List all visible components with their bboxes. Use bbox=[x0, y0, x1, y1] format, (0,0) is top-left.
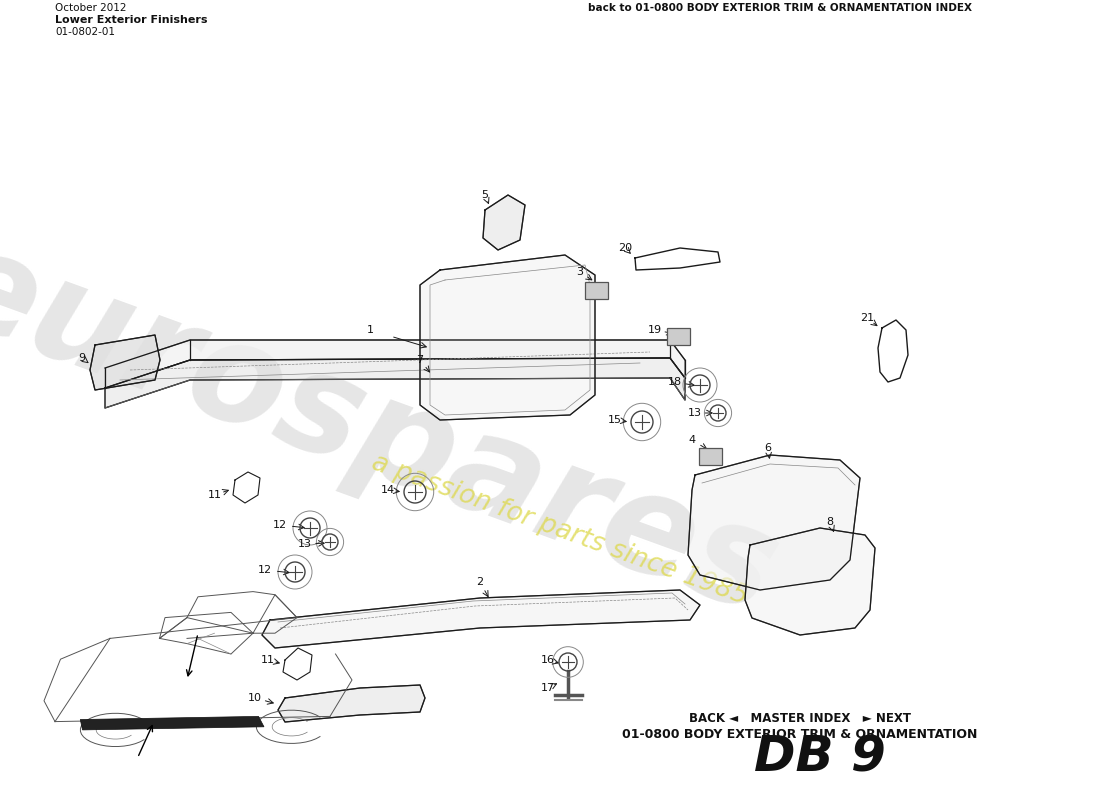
Text: 11: 11 bbox=[261, 655, 275, 665]
Text: 12: 12 bbox=[257, 565, 272, 575]
Text: DB 9: DB 9 bbox=[755, 734, 886, 782]
Polygon shape bbox=[278, 685, 425, 722]
Text: 9: 9 bbox=[78, 353, 86, 363]
Text: 4: 4 bbox=[689, 435, 695, 445]
FancyBboxPatch shape bbox=[698, 447, 722, 465]
Text: back to 01-0800 BODY EXTERIOR TRIM & ORNAMENTATION INDEX: back to 01-0800 BODY EXTERIOR TRIM & ORN… bbox=[588, 3, 972, 13]
Polygon shape bbox=[80, 717, 264, 730]
Text: October 2012: October 2012 bbox=[55, 3, 126, 13]
Text: 13: 13 bbox=[298, 539, 312, 549]
Text: 10: 10 bbox=[248, 693, 262, 703]
Text: 01-0802-01: 01-0802-01 bbox=[55, 27, 116, 37]
Text: 01-0800 BODY EXTERIOR TRIM & ORNAMENTATION: 01-0800 BODY EXTERIOR TRIM & ORNAMENTATI… bbox=[623, 729, 978, 742]
Text: 7: 7 bbox=[417, 355, 424, 365]
Text: 21: 21 bbox=[860, 313, 875, 323]
Text: a passion for parts since 1985: a passion for parts since 1985 bbox=[368, 450, 751, 610]
Text: 18: 18 bbox=[668, 377, 682, 387]
Text: 1: 1 bbox=[366, 325, 374, 335]
Text: 6: 6 bbox=[764, 443, 771, 453]
Polygon shape bbox=[420, 255, 595, 420]
Text: 16: 16 bbox=[541, 655, 556, 665]
Text: Lower Exterior Finishers: Lower Exterior Finishers bbox=[55, 15, 208, 25]
Text: 17: 17 bbox=[541, 683, 556, 693]
Text: eurospares: eurospares bbox=[0, 217, 795, 643]
Text: BACK ◄   MASTER INDEX   ► NEXT: BACK ◄ MASTER INDEX ► NEXT bbox=[689, 711, 911, 725]
Text: 15: 15 bbox=[608, 415, 622, 425]
Text: 8: 8 bbox=[826, 517, 834, 527]
Text: 19: 19 bbox=[648, 325, 662, 335]
Text: 2: 2 bbox=[476, 577, 484, 587]
Text: 14: 14 bbox=[381, 485, 395, 495]
Polygon shape bbox=[688, 455, 860, 590]
Polygon shape bbox=[262, 590, 700, 648]
Polygon shape bbox=[104, 358, 685, 408]
Polygon shape bbox=[745, 528, 874, 635]
Text: 13: 13 bbox=[688, 408, 702, 418]
Polygon shape bbox=[483, 195, 525, 250]
Polygon shape bbox=[90, 335, 160, 390]
Text: 5: 5 bbox=[482, 190, 488, 200]
Text: 3: 3 bbox=[576, 267, 583, 277]
Text: 20: 20 bbox=[618, 243, 632, 253]
FancyBboxPatch shape bbox=[584, 282, 607, 298]
FancyBboxPatch shape bbox=[667, 327, 690, 345]
Polygon shape bbox=[104, 340, 685, 388]
Text: 11: 11 bbox=[208, 490, 222, 500]
Text: 12: 12 bbox=[273, 520, 287, 530]
